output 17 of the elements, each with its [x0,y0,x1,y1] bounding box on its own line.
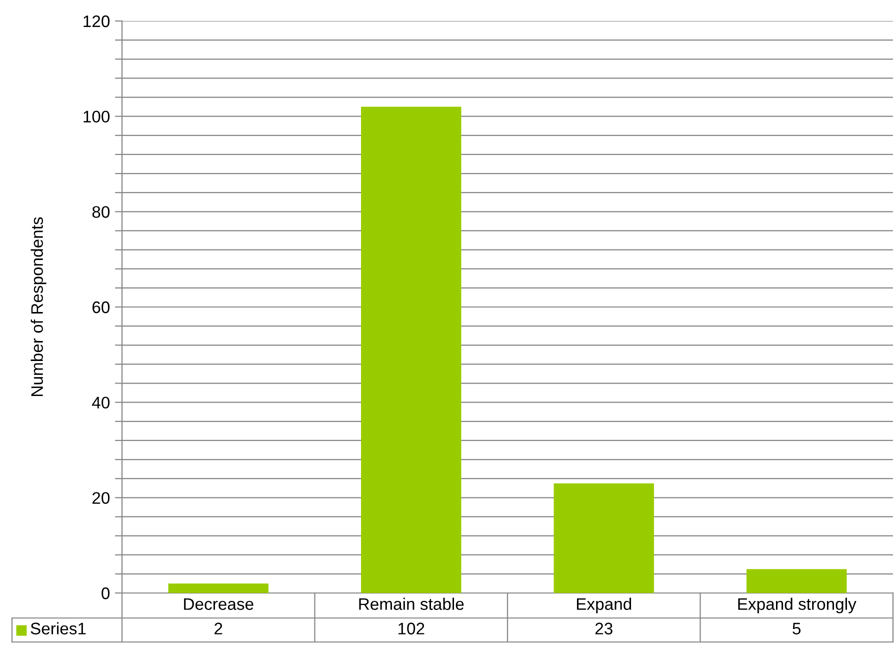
data-label: 102 [398,622,424,634]
y-axis-title: Number of Respondents [30,217,46,396]
y-tick-label: 20 [92,492,110,504]
y-tick-label: 0 [102,587,110,600]
y-tick-label: 80 [92,206,110,218]
data-label: 5 [792,622,801,634]
y-tick-label: 40 [92,396,110,409]
x-tick-label: Expand [576,598,632,614]
x-tick-label: Decrease [184,598,254,610]
data-label: 2 [214,622,222,634]
y-tick-label: 120 [84,15,110,28]
y-tick-label: 60 [92,301,110,314]
x-tick-label: Remain stable [359,598,464,610]
x-tick-label: Expand strongly [738,598,856,614]
legend-label: Series1 [30,622,86,634]
y-tick-label: 100 [84,110,110,123]
data-label: 23 [595,622,612,634]
